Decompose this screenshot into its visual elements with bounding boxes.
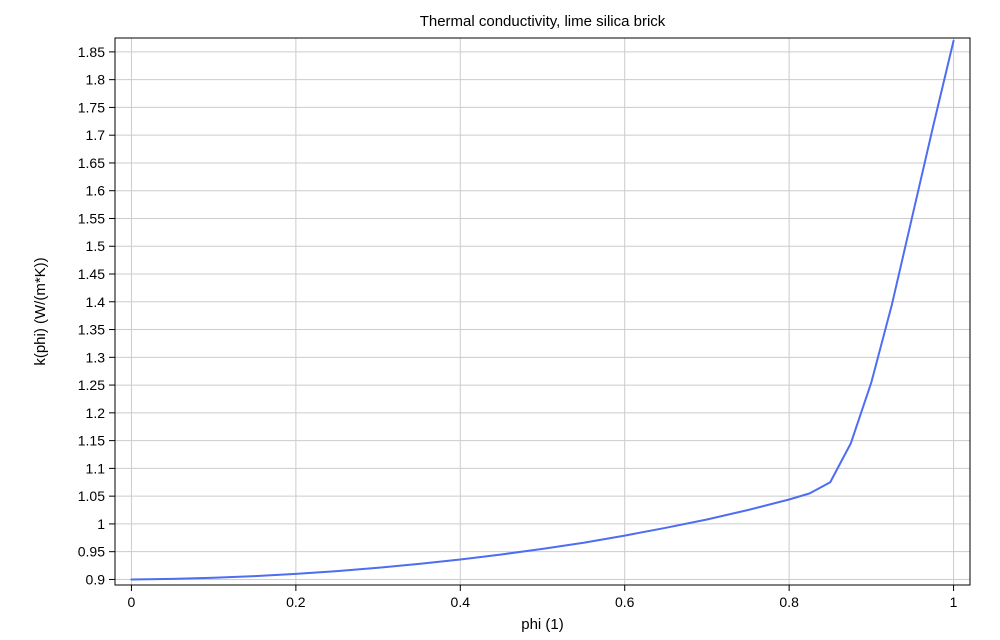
y-tick-label: 1.8	[86, 72, 106, 88]
x-tick-label: 0	[128, 594, 136, 610]
y-tick-label: 1.3	[86, 349, 106, 365]
y-axis-label: k(phi) (W/(m*K))	[32, 257, 49, 365]
y-tick-label: 1.6	[86, 183, 106, 199]
x-tick-label: 1	[950, 594, 958, 610]
x-tick-label: 0.6	[615, 594, 635, 610]
y-tick-label: 1.05	[78, 488, 105, 504]
y-tick-label: 1.45	[78, 266, 105, 282]
y-tick-label: 1.25	[78, 377, 105, 393]
y-tick-label: 1.55	[78, 210, 105, 226]
x-tick-label: 0.8	[779, 594, 799, 610]
y-tick-label: 1.7	[86, 127, 106, 143]
y-tick-label: 1.75	[78, 99, 105, 115]
y-tick-label: 1.1	[86, 460, 106, 476]
y-tick-label: 1.15	[78, 433, 105, 449]
y-tick-label: 1.85	[78, 44, 105, 60]
line-chart: 0 0.2 0.4 0.6 0.8 1 0.9 0.95 1 1.05 1.1 1.15 1.2 1.25…	[0, 0, 1000, 640]
y-tick-label: 1.35	[78, 322, 105, 338]
y-tick-label: 0.9	[86, 571, 106, 587]
y-tick-label: 1.65	[78, 155, 105, 171]
y-tick-label: 1.2	[86, 405, 106, 421]
x-tick-label: 0.2	[286, 594, 306, 610]
y-tick-label: 0.95	[78, 544, 105, 560]
chart-title: Thermal conductivity, lime silica brick	[420, 13, 666, 30]
y-tick-label: 1	[97, 516, 105, 532]
x-tick-label: 0.4	[451, 594, 471, 610]
y-tick-label: 1.5	[86, 238, 106, 254]
x-axis-label: phi (1)	[521, 616, 564, 633]
chart-container: 0 0.2 0.4 0.6 0.8 1 0.9 0.95 1 1.05 1.1 1.15 1.2 1.25…	[0, 0, 1000, 640]
y-tick-label: 1.4	[86, 294, 106, 310]
